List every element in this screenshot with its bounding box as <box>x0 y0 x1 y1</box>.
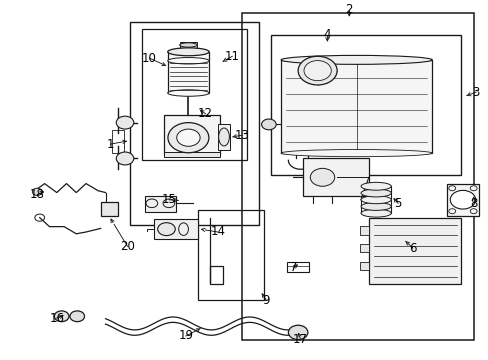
Text: 18: 18 <box>30 188 44 201</box>
Circle shape <box>298 56 336 85</box>
Text: 11: 11 <box>224 50 239 63</box>
Text: 2: 2 <box>345 3 352 16</box>
Ellipse shape <box>360 182 390 190</box>
Text: 10: 10 <box>142 51 157 64</box>
Ellipse shape <box>360 203 390 210</box>
Ellipse shape <box>218 128 229 146</box>
Ellipse shape <box>167 90 209 96</box>
Bar <box>368 218 461 284</box>
Bar <box>198 211 264 300</box>
Bar <box>359 226 368 234</box>
Text: 4: 4 <box>323 28 330 41</box>
Bar <box>271 35 461 175</box>
Text: 13: 13 <box>234 129 249 142</box>
Ellipse shape <box>178 223 188 235</box>
Circle shape <box>310 168 334 186</box>
Text: 6: 6 <box>408 242 416 255</box>
Circle shape <box>54 311 69 321</box>
Bar <box>101 202 118 216</box>
Text: 1: 1 <box>106 138 114 150</box>
Circle shape <box>32 188 42 195</box>
Bar <box>163 116 220 155</box>
Bar <box>167 52 209 93</box>
Text: 15: 15 <box>161 193 176 206</box>
Circle shape <box>261 119 276 130</box>
Bar <box>179 42 197 48</box>
Text: 3: 3 <box>471 86 479 99</box>
Text: 16: 16 <box>49 311 64 325</box>
Bar <box>163 152 220 157</box>
Text: 9: 9 <box>262 294 270 307</box>
Circle shape <box>167 123 208 153</box>
Bar <box>359 262 368 270</box>
Text: 20: 20 <box>120 240 135 253</box>
Text: 14: 14 <box>210 225 224 238</box>
Bar <box>154 220 198 239</box>
Bar <box>217 125 229 149</box>
Bar <box>303 158 368 196</box>
Ellipse shape <box>179 43 197 47</box>
Circle shape <box>70 311 84 321</box>
Text: 8: 8 <box>469 197 476 210</box>
Text: 12: 12 <box>198 107 213 120</box>
Ellipse shape <box>360 209 390 217</box>
Circle shape <box>449 190 475 209</box>
Bar <box>130 22 259 225</box>
Bar <box>142 30 246 160</box>
Text: 17: 17 <box>292 333 307 346</box>
Circle shape <box>304 60 330 81</box>
Bar <box>242 13 473 339</box>
Bar <box>447 184 478 216</box>
Bar <box>144 196 176 212</box>
Text: 5: 5 <box>394 197 401 210</box>
Text: 19: 19 <box>178 329 193 342</box>
Circle shape <box>158 223 175 235</box>
Bar <box>112 130 124 153</box>
Bar <box>281 60 431 153</box>
Circle shape <box>176 129 200 146</box>
Bar <box>359 244 368 252</box>
Circle shape <box>288 325 307 339</box>
Ellipse shape <box>281 55 431 64</box>
Circle shape <box>116 116 134 129</box>
Ellipse shape <box>360 196 390 204</box>
Ellipse shape <box>167 58 209 64</box>
Ellipse shape <box>167 48 209 56</box>
Bar <box>287 262 308 272</box>
Ellipse shape <box>281 149 431 157</box>
Circle shape <box>116 152 134 165</box>
Ellipse shape <box>360 189 390 197</box>
Text: 7: 7 <box>289 261 296 274</box>
